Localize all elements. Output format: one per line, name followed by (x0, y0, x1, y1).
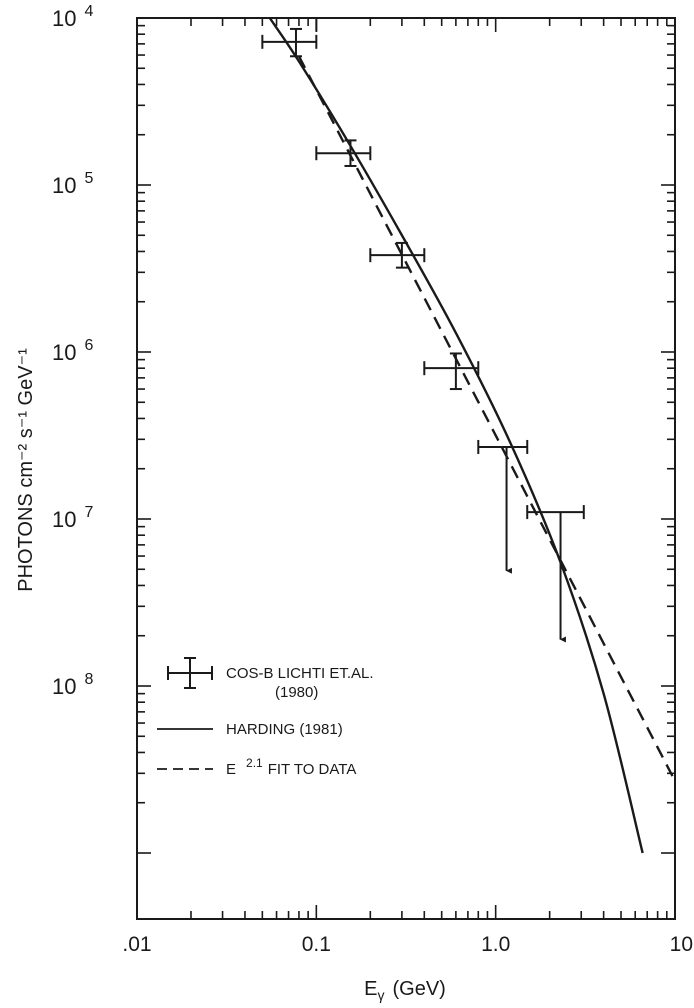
y-axis-title: PHOTONS cm⁻² s⁻¹ GeV⁻¹ (15, 348, 37, 592)
x-axis-unit: (GeV) (393, 978, 446, 1000)
legend-label-cos-b-year: (1980) (275, 684, 318, 701)
tick-labels: .01 0.1 1.0 10 10 4 10 5 10 6 10 7 10 8 (52, 3, 693, 956)
legend: COS-B LICHTI ET.AL. (1980) HARDING (1981) E… (157, 657, 374, 778)
legend-fit-exponent: 2.1 (246, 756, 263, 770)
y-tick-exponent: 6 (84, 337, 93, 354)
y-tick-label: 10 5 (52, 170, 93, 198)
legend-entry-fit: E 2.1 FIT TO DATA (157, 756, 356, 778)
y-tick-base: 10 (52, 674, 76, 699)
plot-frame (136, 17, 676, 920)
error-bar-point (315, 139, 372, 167)
legend-label-fit: E 2.1 FIT TO DATA (226, 756, 356, 778)
y-tick-label: 10 7 (52, 504, 93, 532)
legend-fit-label: FIT TO DATA (268, 761, 357, 778)
x-axis-subscript: γ (378, 987, 385, 1003)
y-tick-label: 10 4 (52, 3, 93, 31)
x-tick-label: 1.0 (481, 933, 510, 956)
legend-fit-prefix: E (226, 761, 236, 778)
error-bar-point (526, 505, 585, 643)
error-bar-point (477, 439, 529, 574)
y-tick-label: 10 8 (52, 671, 93, 699)
y-tick-base: 10 (52, 507, 76, 532)
y-tick-label: 10 6 (52, 337, 93, 365)
axis-ticks (136, 17, 675, 919)
y-tick-base: 10 (52, 173, 76, 198)
x-axis-symbol: E (364, 978, 377, 1000)
error-bar-point (423, 352, 480, 391)
x-tick-label: 10 (670, 933, 693, 956)
y-tick-base: 10 (52, 340, 76, 365)
y-tick-exponent: 7 (84, 504, 93, 521)
legend-label-cos-b: COS-B LICHTI ET.AL. (226, 665, 374, 682)
fit-line (297, 55, 675, 782)
data-points (261, 27, 585, 643)
y-tick-exponent: 8 (84, 671, 93, 688)
legend-label-harding: HARDING (1981) (226, 721, 343, 738)
error-bar-point (261, 27, 318, 58)
legend-entry-cos-b: COS-B LICHTI ET.AL. (1980) (167, 657, 374, 701)
error-bar-point (369, 241, 426, 269)
y-tick-base: 10 (52, 6, 76, 31)
harding-curve (268, 18, 644, 854)
x-axis-title: Eγ (GeV) (364, 978, 446, 1003)
y-tick-exponent: 5 (84, 170, 93, 187)
y-tick-exponent: 4 (84, 3, 93, 20)
x-tick-label: 0.1 (302, 933, 331, 956)
x-tick-label: .01 (122, 933, 151, 956)
legend-entry-harding: HARDING (1981) (157, 721, 343, 738)
curves (268, 18, 675, 854)
